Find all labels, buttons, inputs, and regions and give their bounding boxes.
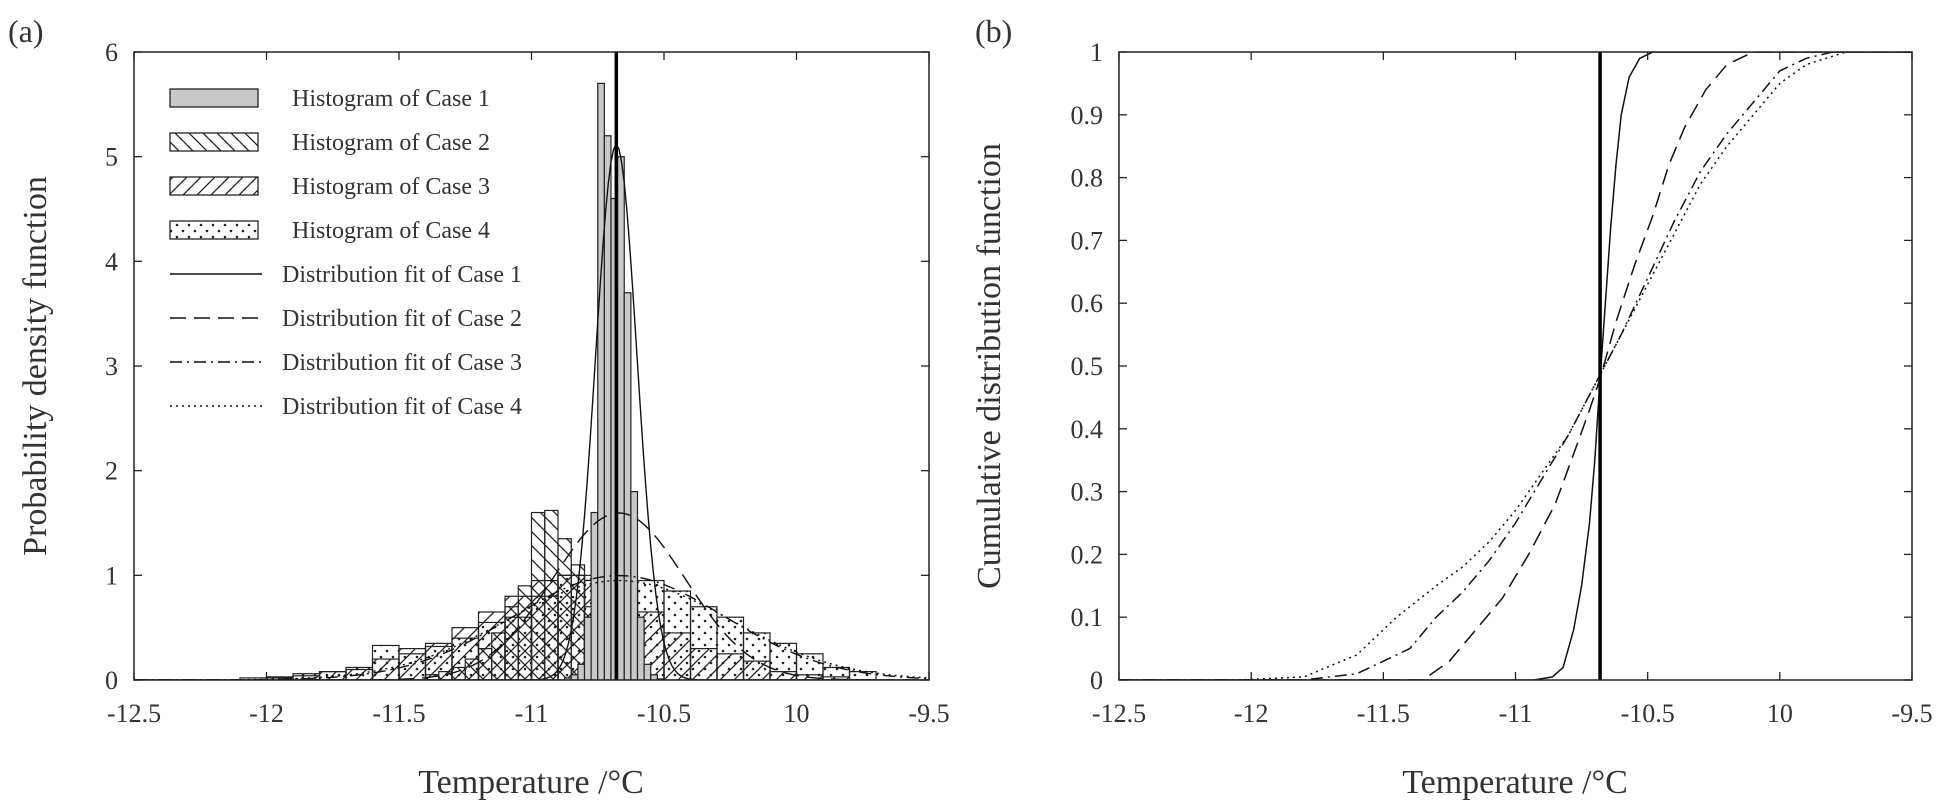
legend-label-fit-3: Distribution fit of Case 3 [282, 350, 522, 376]
panel-b-ticks: -12.5 -12 -11.5 -11 -10.5 10 -9.5 0 0.1 0.2 0.3 0.4… [1071, 38, 1933, 728]
panel-b-ytick-label: 0.6 [1071, 289, 1104, 318]
panel-a-legend: Histogram of Case 1 Histogram of Case 2 Hi… [169, 86, 522, 420]
legend-label-fit-2: Distribution fit of Case 2 [282, 306, 522, 332]
histogram-bar-case-3 [716, 653, 745, 680]
panel-b-ytick-label: 0.4 [1071, 415, 1104, 444]
panel-b-xtick-label: -12 [1234, 699, 1269, 728]
legend-swatch-hist-4 [169, 220, 259, 240]
panel-a-ytick-label: 5 [105, 143, 118, 172]
legend-label-hist-3: Histogram of Case 3 [292, 174, 490, 200]
histogram-bar-case-1 [643, 663, 652, 680]
panel-b-cdf-curves [1119, 52, 1912, 680]
histogram-bar-case-1 [570, 674, 579, 680]
panel-b: (b) -12.5 -12 -11.5 -11 -10.5 10 -9.5 0 0.1 0.2 0.… [971, 13, 1933, 801]
panel-a-ytick-label: 1 [105, 561, 118, 590]
panel-a-ytick-label: 4 [105, 247, 118, 276]
histogram-bar-case-1 [583, 616, 592, 680]
fit-curve-case-3 [134, 574, 929, 680]
cdf-curve-dash-dot [1119, 52, 1912, 680]
panel-b-xtick-label: -12.5 [1092, 699, 1146, 728]
histogram-bar-case-1 [630, 491, 639, 680]
histogram-bar-case-2 [477, 647, 493, 680]
panel-b-ytick-label: 0.7 [1071, 226, 1104, 255]
histogram-bar-case-1 [577, 663, 586, 680]
panel-b-ytick-label: 1 [1090, 38, 1103, 67]
legend-label-hist-4: Histogram of Case 4 [292, 218, 490, 244]
histogram-bar-case-1 [623, 292, 632, 680]
panel-b-ytick-label: 0.5 [1071, 352, 1104, 381]
histogram-bar-case-1 [636, 616, 645, 680]
panel-a-ytick-label: 3 [105, 352, 118, 381]
histogram-bar-case-3 [742, 660, 771, 680]
panel-b-ytick-label: 0.3 [1071, 478, 1104, 507]
panel-a-xtick-label: 10 [784, 699, 810, 728]
histogram-bar-case-1 [590, 511, 599, 680]
panel-b-tag: (b) [975, 13, 1012, 49]
legend-swatch-hist-2 [169, 132, 259, 152]
panel-b-ytick-label: 0.8 [1071, 164, 1104, 193]
histogram-bar-case-1 [650, 674, 658, 680]
histogram-bar-case-3 [769, 671, 798, 680]
panel-a-xtick-label: -11 [515, 699, 549, 728]
panel-a-histograms [239, 82, 877, 680]
panel-a-ylabel: Probability density function [17, 176, 54, 556]
panel-a-xtick-label: -12 [249, 699, 284, 728]
histogram-bar-case-2 [464, 658, 480, 680]
histogram-bar-case-1 [617, 156, 625, 680]
cdf-curve-long-dash [1119, 52, 1912, 680]
panel-b-xtick-label: 10 [1767, 699, 1793, 728]
panel-a-ticks: -12.5 -12 -11.5 -11 -10.5 10 -9.5 0 1 2 3 4 5 6 [105, 38, 950, 728]
panel-a-xtick-label: -12.5 [107, 699, 161, 728]
panel-b-xtick-label: -9.5 [1891, 699, 1932, 728]
panel-a-ytick-label: 6 [105, 38, 118, 67]
legend-label-fit-4: Distribution fit of Case 4 [282, 394, 522, 420]
panel-a-ytick-label: 2 [105, 457, 118, 486]
legend-label-hist-2: Histogram of Case 2 [292, 130, 490, 156]
histogram-bar-case-2 [530, 511, 546, 680]
panel-a-tag: (a) [8, 13, 44, 49]
panel-b-ylabel: Cumulative distribution function [971, 143, 1008, 589]
panel-b-frame [1118, 51, 1913, 681]
cdf-curve-dotted [1119, 52, 1912, 680]
panel-b-xtick-label: -11.5 [1357, 699, 1410, 728]
panel-a-xtick-label: -11.5 [372, 699, 425, 728]
legend-swatch-hist-3 [169, 176, 259, 196]
histogram-bar-case-3 [689, 647, 718, 680]
histogram-bar-case-2 [451, 666, 466, 680]
panel-a-ytick-label: 0 [105, 666, 118, 695]
panel-b-ytick-label: 0.1 [1071, 603, 1104, 632]
panel-a-xtick-label: -9.5 [908, 699, 949, 728]
legend-label-fit-1: Distribution fit of Case 1 [282, 262, 522, 288]
panel-a-xlabel: Temperature /°C [418, 764, 644, 801]
panel-b-xtick-label: -10.5 [1621, 699, 1675, 728]
panel-b-ytick-label: 0.2 [1071, 540, 1104, 569]
panel-a-xtick-label: -10.5 [637, 699, 691, 728]
histogram-bar-case-2 [517, 585, 533, 680]
panel-b-xlabel: Temperature /°C [1402, 764, 1628, 801]
legend-label-hist-1: Histogram of Case 1 [292, 86, 490, 112]
histogram-bar-case-2 [491, 632, 506, 680]
panel-b-xtick-label: -11 [1499, 699, 1533, 728]
cdf-curve-solid [1119, 52, 1912, 680]
histogram-bar-case-1 [597, 82, 605, 680]
panel-b-ytick-label: 0.9 [1071, 101, 1104, 130]
panel-a: (a) -12.5 -12 -11.5 -11 -10.5 10 -9.5 0 1 2 3 4 5 6 T… [8, 13, 950, 801]
panel-b-ytick-label: 0 [1090, 666, 1103, 695]
legend-swatch-hist-1 [169, 88, 259, 108]
